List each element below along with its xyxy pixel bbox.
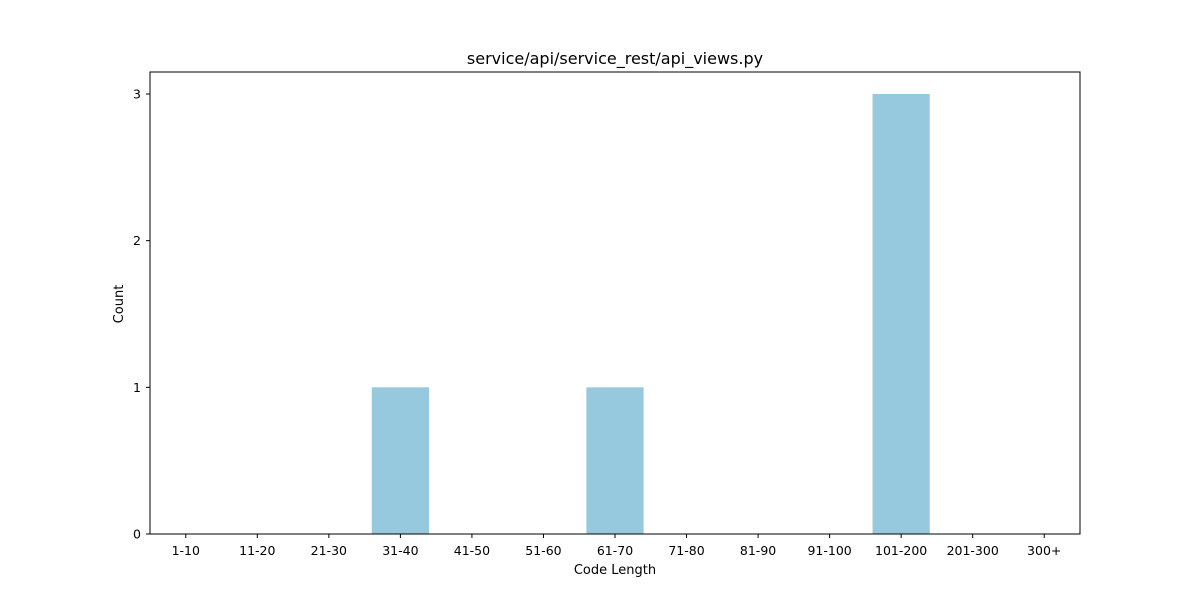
x-tick-label: 31-40 — [382, 543, 418, 558]
x-tick-label: 201-300 — [947, 543, 999, 558]
x-tick-label: 41-50 — [454, 543, 490, 558]
x-tick-label: 51-60 — [525, 543, 561, 558]
x-tick-label: 21-30 — [311, 543, 347, 558]
x-tick-label: 81-90 — [740, 543, 776, 558]
x-tick-label: 11-20 — [239, 543, 275, 558]
bar-31-40 — [371, 387, 429, 534]
x-tick-label: 300+ — [1027, 543, 1061, 558]
x-tick-label: 101-200 — [875, 543, 927, 558]
x-axis-label: Code Length — [574, 563, 656, 578]
y-tick-label: 2 — [133, 233, 141, 248]
bar-61-70 — [586, 387, 644, 534]
x-tick-label: 1-10 — [172, 543, 200, 558]
y-tick-label: 0 — [133, 527, 141, 542]
y-tick-label: 1 — [133, 380, 141, 395]
x-tick-label: 61-70 — [597, 543, 633, 558]
y-tick-label: 3 — [133, 87, 141, 102]
y-axis-label: Count — [112, 285, 127, 324]
x-tick-label: 71-80 — [668, 543, 704, 558]
plot-area: 1-10 11-20 21-30 31-40 41-50 51-60 61-70 71-80 8… — [133, 71, 1081, 558]
bar-101-200 — [872, 94, 930, 534]
x-tick-label: 91-100 — [807, 543, 851, 558]
chart-title: service/api/service_rest/api_views.py — [467, 49, 763, 69]
